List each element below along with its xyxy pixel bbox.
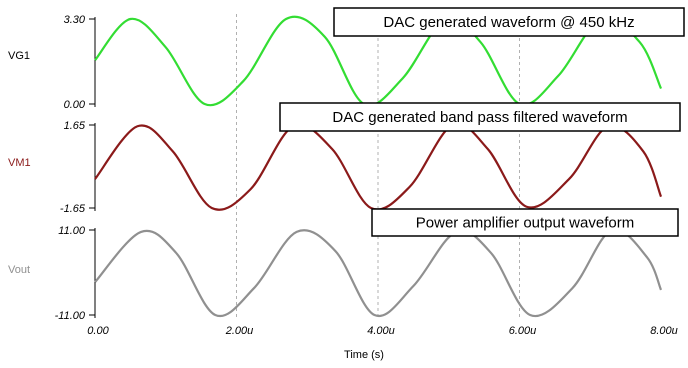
series-line-vm1 — [94, 122, 663, 211]
x-tick-label: 6.00u — [509, 325, 537, 337]
annotation-text: Power amplifier output waveform — [416, 215, 634, 232]
y-tick-label-max: 1.65 — [64, 120, 86, 132]
annotation-box — [371, 208, 679, 237]
x-tick-label: 4.00u — [367, 325, 395, 337]
y-tick-label-min: 0.00 — [64, 99, 86, 111]
y-tick-label-max: 3.30 — [64, 14, 86, 26]
y-tick-label-max: 11.00 — [58, 225, 86, 237]
y-tick-label-min: -11.00 — [55, 310, 86, 322]
annotation-text: DAC generated band pass filtered wavefor… — [332, 109, 627, 126]
panel-ylabel: Vout — [8, 264, 30, 276]
series-line-vg1 — [94, 15, 663, 107]
series-line-vout — [94, 228, 663, 318]
x-tick-label: 0.00 — [87, 325, 109, 337]
y-tick-label-min: -1.65 — [60, 203, 86, 215]
annotation-text: DAC generated waveform @ 450 kHz — [383, 14, 634, 31]
x-tick-label: 8.00u — [650, 325, 678, 337]
annotation-box — [333, 7, 685, 37]
annotation-box — [279, 102, 681, 132]
panel-ylabel: VM1 — [8, 157, 31, 169]
x-tick-label: 2.00u — [225, 325, 254, 337]
x-axis-title: Time (s) — [344, 349, 384, 361]
panel-ylabel: VG1 — [8, 50, 30, 62]
